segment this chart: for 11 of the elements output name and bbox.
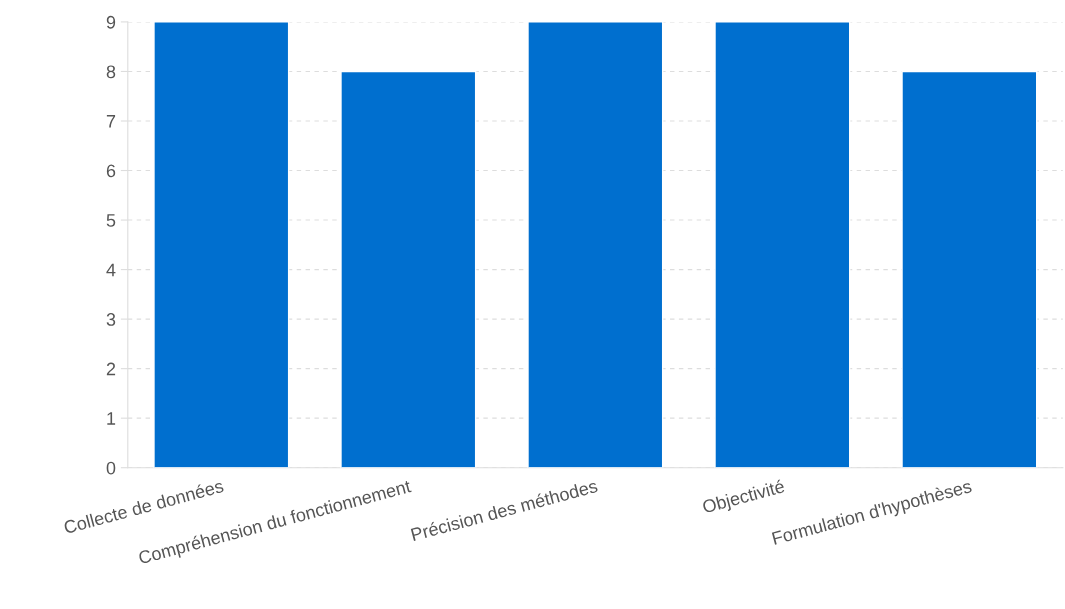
y-tick-label: 4 [106, 263, 116, 277]
y-tick-label: 9 [106, 15, 116, 29]
y-tick-label: 6 [106, 164, 116, 178]
y-tick-label: 8 [106, 65, 116, 79]
y-tick-label: 3 [106, 313, 116, 326]
y-tick-label: 5 [106, 214, 116, 227]
x-tick-label: Précision des méthodes [410, 478, 599, 542]
y-tick-label: 1 [107, 412, 116, 425]
y-tick-label: 2 [106, 362, 116, 376]
y-tick-label: 7 [106, 115, 116, 128]
y-tick-label: 0 [106, 461, 116, 475]
